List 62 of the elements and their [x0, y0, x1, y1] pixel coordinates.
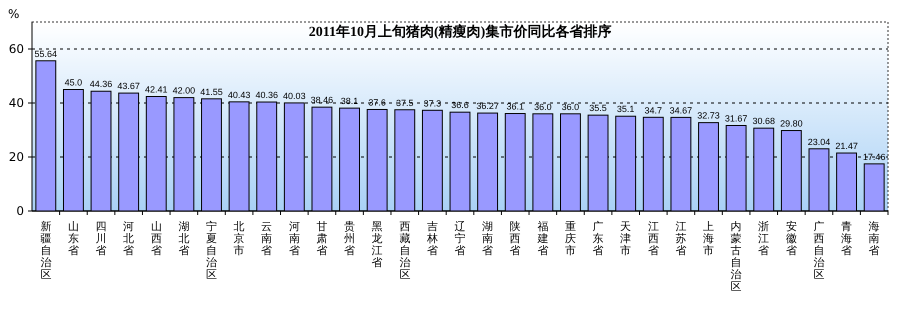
chart-title: 2011年10月上旬猪肉(精瘦肉)集市价同比各省排序	[308, 23, 612, 40]
x-tick-label: 福建省	[536, 220, 548, 257]
data-label: 21.47	[835, 141, 858, 152]
x-tick-label: 广西自治区	[813, 220, 824, 281]
y-tick-label: 20	[8, 150, 24, 164]
x-tick-label: 云南省	[261, 221, 272, 257]
x-tick-label: 江西省	[648, 221, 659, 257]
data-label: 40.36	[255, 90, 278, 100]
data-label: 40.43	[228, 90, 250, 100]
data-label: 36.0	[534, 102, 552, 112]
data-label: 35.5	[589, 103, 607, 114]
x-tick-label: 青海省	[841, 220, 852, 257]
data-label: 23.04	[808, 136, 830, 147]
data-label: 42.41	[144, 84, 168, 94]
data-label: 36.1	[506, 102, 524, 112]
x-tick-label: 辽宁省	[454, 221, 466, 257]
x-tick-label: 浙江省	[758, 220, 770, 257]
data-label: 31.67	[724, 113, 748, 124]
data-label: 45.0	[64, 78, 82, 88]
x-tick-label: 北京市	[234, 220, 245, 257]
x-tick-label: 上海市	[703, 220, 714, 257]
x-tick-label: 宁夏自治区	[206, 220, 217, 281]
x-tick-label: 天津市	[620, 221, 632, 257]
data-label: 44.36	[90, 79, 112, 90]
x-tick-label: 湖南省	[482, 221, 494, 257]
x-tick-label: 西藏自治区	[399, 221, 410, 281]
x-tick-label: 甘肃省	[316, 220, 328, 257]
data-label: 43.67	[117, 81, 140, 92]
data-label: 36.0	[562, 102, 580, 112]
data-label: 32.73	[697, 110, 720, 121]
x-tick-label: 安徽省	[786, 220, 797, 257]
x-tick-label: 陕西省	[510, 221, 521, 257]
y-tick-label: 60	[8, 42, 24, 56]
data-label: 30.68	[752, 116, 776, 126]
data-label: 29.80	[780, 118, 803, 129]
y-axis-title: %	[8, 7, 20, 21]
data-label: 40.03	[283, 90, 306, 101]
x-tick-label: 山东省	[68, 220, 79, 257]
data-label: 38.46	[310, 95, 334, 106]
x-tick-label: 河南省	[288, 221, 300, 257]
data-label: 55.64	[34, 48, 58, 59]
x-tick-label: 黑龙江省	[372, 221, 383, 269]
x-tick-label: 江苏省	[675, 221, 686, 257]
y-tick-label: 40	[8, 96, 24, 110]
data-label: 42.00	[172, 86, 196, 96]
data-label: 34.67	[670, 105, 692, 116]
x-tick-label: 贵州省	[344, 220, 356, 257]
x-tick-label: 重庆市	[564, 220, 576, 257]
data-label: 34.7	[644, 105, 662, 116]
y-tick-label: 0	[16, 204, 24, 218]
x-tick-label: 内蒙古自治区	[730, 220, 742, 293]
x-tick-label: 吉林省	[426, 220, 438, 257]
data-label: 35.1	[616, 104, 634, 114]
x-tick-label: 新疆自治区	[40, 220, 52, 281]
x-tick-label: 河北省	[123, 221, 134, 257]
x-tick-label: 湖北省	[178, 221, 190, 257]
x-tick-label: 山西省	[150, 220, 162, 257]
x-tick-label: 海南省	[868, 221, 880, 257]
data-label: 41.55	[200, 86, 223, 97]
x-tick-label: 四川省	[96, 221, 107, 257]
data-label: 36.27	[476, 101, 499, 112]
x-tick-label: 广东省	[592, 220, 604, 257]
